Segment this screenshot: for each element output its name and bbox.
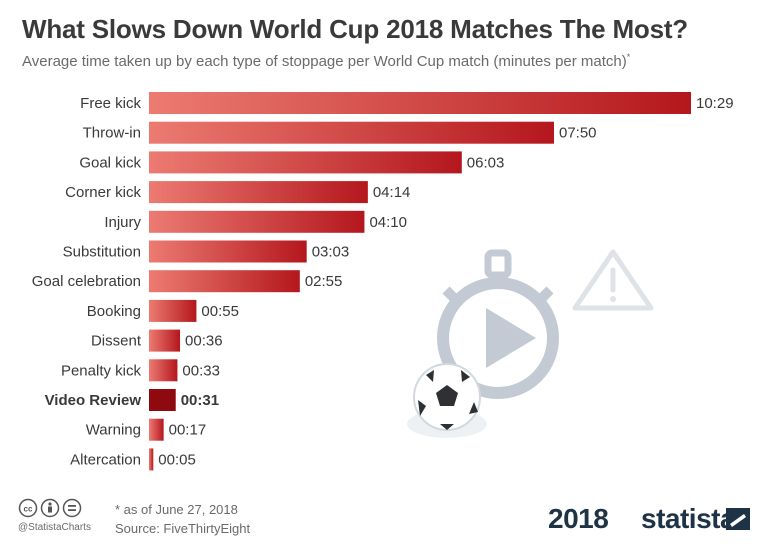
category-label: Warning — [86, 422, 141, 439]
category-label: Penalty kick — [61, 362, 142, 379]
chart-title: What Slows Down World Cup 2018 Matches T… — [22, 14, 688, 44]
value-label: 10:29 — [696, 95, 734, 112]
value-label: 04:10 — [369, 214, 407, 231]
svg-text:cc: cc — [24, 505, 33, 514]
category-label: Video Review — [45, 392, 142, 409]
category-label: Goal kick — [79, 154, 141, 171]
bar — [149, 151, 462, 174]
cc-icon: cc — [18, 498, 38, 518]
chart-subtitle: Average time taken up by each type of st… — [22, 52, 630, 70]
subtitle-text: Average time taken up by each type of st… — [22, 53, 627, 70]
category-label: Dissent — [91, 333, 142, 350]
bar — [149, 448, 154, 471]
category-label: Goal celebration — [32, 273, 141, 290]
footer-notes: * as of June 27, 2018 Source: FiveThirty… — [115, 500, 250, 538]
category-label: Free kick — [80, 95, 141, 112]
value-label: 00:05 — [158, 451, 196, 468]
value-label: 02:55 — [305, 273, 343, 290]
footer-handle: @StatistaCharts — [18, 522, 91, 533]
value-label: 07:50 — [559, 125, 597, 142]
value-label: 00:36 — [185, 333, 223, 350]
source: Source: FiveThirtyEight — [115, 521, 251, 536]
statista-mark-icon — [726, 508, 750, 530]
category-label: Substitution — [63, 244, 141, 261]
value-label: 04:14 — [373, 184, 411, 201]
no-derivatives-icon — [62, 498, 82, 518]
bar — [149, 240, 307, 263]
value-label: 00:33 — [182, 362, 220, 379]
bar — [149, 389, 176, 411]
category-label: Altercation — [70, 451, 141, 468]
warning-icon — [572, 249, 654, 311]
soccer-ball-icon — [407, 363, 487, 438]
bar — [149, 210, 365, 233]
bar — [149, 359, 178, 382]
category-label: Throw-in — [83, 125, 141, 142]
bar — [149, 299, 197, 322]
footnote: * as of June 27, 2018 — [115, 502, 238, 517]
attribution-icon — [40, 498, 60, 518]
value-label: 00:17 — [169, 422, 207, 439]
value-label: 06:03 — [467, 154, 505, 171]
license-icons: cc — [18, 498, 98, 523]
bar — [149, 121, 554, 144]
statista-logo: statista — [641, 503, 736, 534]
bar — [149, 418, 164, 441]
illustration — [407, 249, 654, 438]
stopwatch-icon — [437, 249, 559, 399]
category-label: Booking — [87, 303, 141, 320]
bar — [149, 92, 691, 114]
category-label: Corner kick — [65, 184, 141, 201]
category-label: Injury — [104, 214, 141, 231]
bar — [149, 329, 181, 352]
world-cup-2018-logo: 2018 — [548, 503, 609, 534]
bar — [149, 181, 368, 204]
value-label: 03:03 — [312, 244, 350, 261]
bar — [149, 270, 300, 293]
value-label: 00:55 — [201, 303, 239, 320]
subtitle-footnote-mark: * — [626, 52, 631, 62]
value-label: 00:31 — [181, 392, 219, 409]
